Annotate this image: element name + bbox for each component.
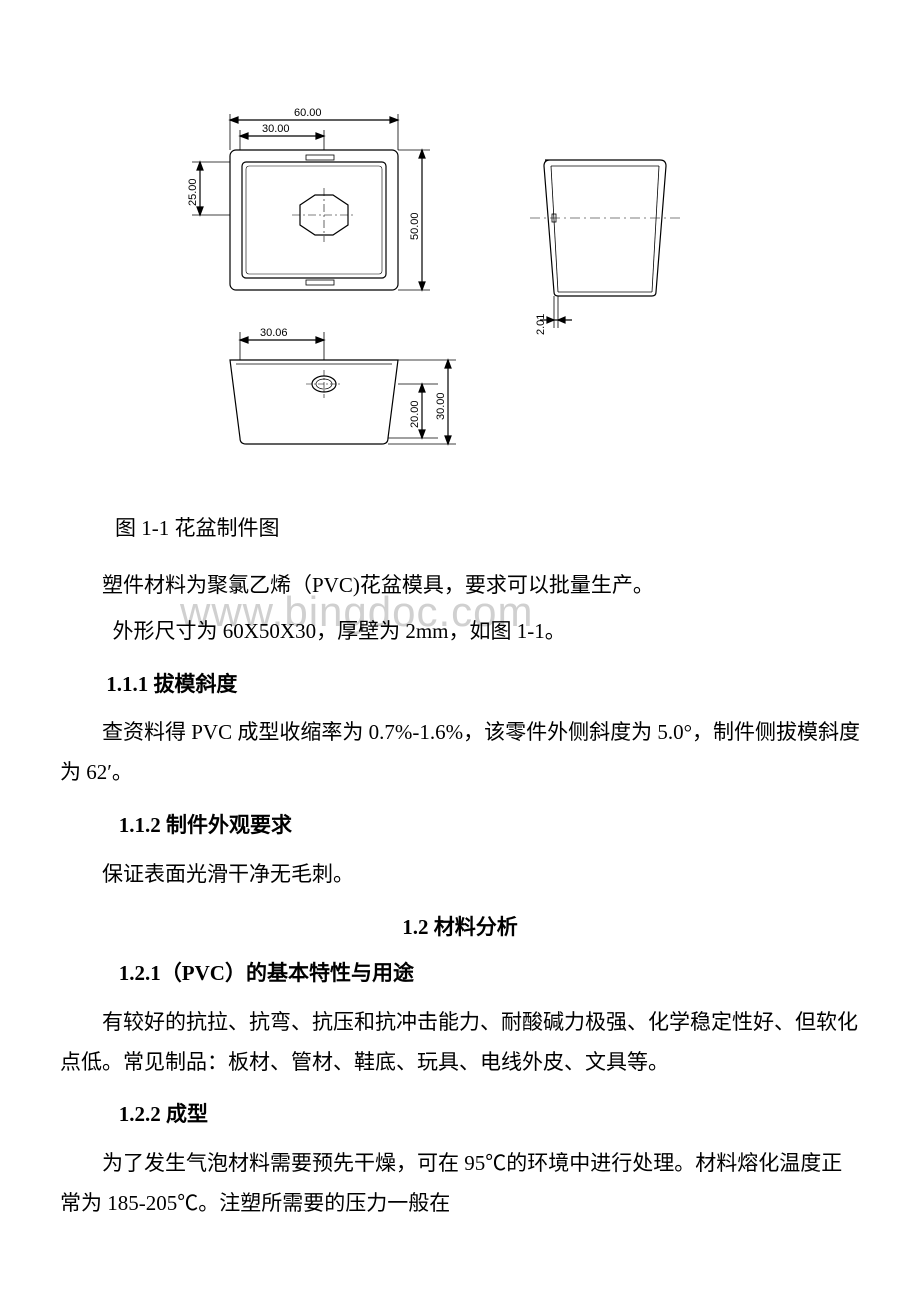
dim-2-label: 2.01 <box>535 314 547 335</box>
paragraph-4: 保证表面光滑干净无毛刺。 <box>60 855 860 895</box>
paragraph-5: 有较好的抗拉、抗弯、抗压和抗冲击能力、耐酸碱力极强、化学稳定性好、但软化点低。常… <box>60 1003 860 1083</box>
heading-1-2-2: 1.2.2 成型 <box>119 1096 860 1134</box>
dim-50-label: 50.00 <box>409 212 421 240</box>
dim-20-label: 20.00 <box>409 400 421 428</box>
dim-30-label: 30.00 <box>262 123 290 135</box>
technical-drawing: 60.00 30.00 <box>160 100 860 480</box>
paragraph-2: 外形尺寸为 60X50X30，厚壁为 2mm，如图 1-1。 <box>71 612 861 652</box>
heading-1-1-1: 1.1.1 拔模斜度 <box>106 666 860 704</box>
dim-3006-label: 30.06 <box>260 327 288 339</box>
paragraph-3: 查资料得 PVC 成型收缩率为 0.7%-1.6%，该零件外侧斜度为 5.0°，… <box>60 713 860 793</box>
dim-60-label: 60.00 <box>294 107 322 119</box>
paragraph-6: 为了发生气泡材料需要预先干燥，可在 95℃的环境中进行处理。材料熔化温度正常为 … <box>60 1144 860 1224</box>
paragraph-1: 塑件材料为聚氯乙烯（PVC)花盆模具，要求可以批量生产。 <box>60 566 860 606</box>
dim-30b-label: 30.00 <box>435 392 447 420</box>
heading-1-1-2: 1.1.2 制件外观要求 <box>119 807 860 845</box>
heading-1-2-1: 1.2.1（PVC）的基本特性与用途 <box>119 955 860 993</box>
figure-caption: 图 1-1 花盆制件图 <box>115 510 860 548</box>
document-content: 60.00 30.00 <box>60 100 860 1224</box>
dim-25-label: 25.00 <box>187 178 199 206</box>
heading-1-2: 1.2 材料分析 <box>60 911 860 941</box>
